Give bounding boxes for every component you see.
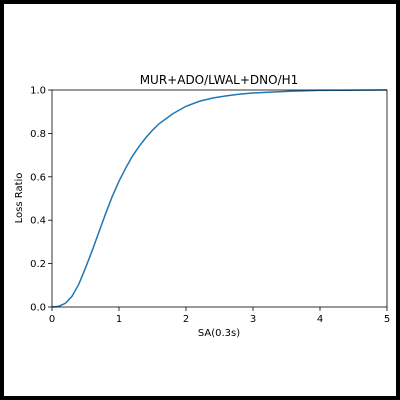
axis-ticks: 0 1 2 3 4 5 0.0 0.2 0.4 0.6 0.8 1.0 (30, 86, 390, 326)
y-tick-label: 0.2 (30, 259, 46, 270)
x-tick-label: 2 (183, 314, 189, 325)
x-tick-label: 5 (384, 314, 390, 325)
y-axis-label: Loss Ratio (14, 173, 25, 224)
plot-area (51, 89, 388, 308)
x-tick-label: 3 (250, 314, 256, 325)
x-tick-label: 1 (116, 314, 122, 325)
chart-title: MUR+ADO/LWAL+DNO/H1 (140, 73, 299, 87)
x-tick-label: 0 (49, 314, 55, 325)
y-tick-label: 0.8 (30, 129, 46, 140)
x-tick-label: 4 (317, 314, 323, 325)
y-tick-label: 0.0 (30, 303, 46, 314)
y-tick-label: 1.0 (30, 86, 46, 97)
x-axis-label: SA(0.3s) (198, 328, 240, 339)
y-tick-label: 0.4 (30, 216, 46, 227)
series-line (51, 89, 388, 308)
y-tick-label: 0.6 (30, 172, 46, 183)
